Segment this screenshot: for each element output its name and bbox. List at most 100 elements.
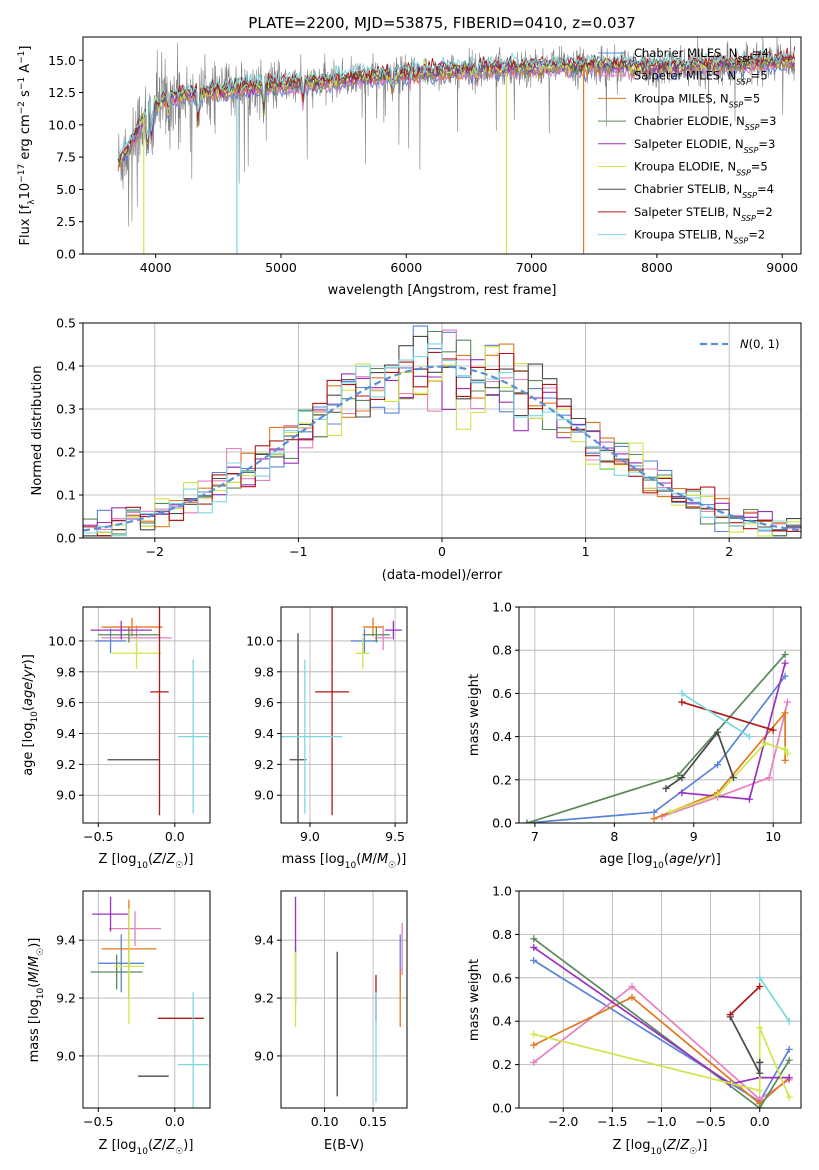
axes-frame xyxy=(518,606,802,824)
plot-area xyxy=(90,896,209,1108)
y-tick-label: 9.2 xyxy=(56,991,76,1006)
axes-frame xyxy=(82,890,211,1109)
x-axis-label: Z [log10(Z/Z☉)] xyxy=(99,1138,194,1157)
weight-series-line xyxy=(526,653,786,823)
y-tick-label: 0.8 xyxy=(492,927,512,942)
axes-spectrum: 4000 5000 6000 7000 8000 9000 0.0 2.5 5.0 7.5 10.0… xyxy=(17,14,802,298)
y-tick-label: 0.2 xyxy=(492,772,512,787)
axes-residuals: −2 −1 0 1 2 0.0 0.1 0.2 0.3 0.4 0.5 N(0, 1) (data-mo… xyxy=(30,316,802,583)
y-tick-label: 9.0 xyxy=(56,788,76,803)
weight-point xyxy=(765,774,773,782)
x-tick-label: 9.0 xyxy=(300,829,320,844)
weight-point xyxy=(714,791,722,799)
legend: Chabrier MILES, NSSP=4 Salpeter MILES, NS… xyxy=(598,46,776,245)
weight-series-line xyxy=(729,985,761,1016)
y-tick-label: 0.2 xyxy=(492,1057,512,1072)
y-tick-label: 0.6 xyxy=(492,970,512,985)
weight-point xyxy=(530,935,538,943)
weight-series-line xyxy=(681,692,750,738)
x-tick-label: −2 xyxy=(146,544,164,559)
y-tick-label: 1.0 xyxy=(492,884,512,899)
weight-series-line xyxy=(533,996,790,1105)
axes-frame xyxy=(82,36,802,255)
axes-age-vs-Z: −0.5 0.0 9.0 9.2 9.4 9.6 9.8 10.0 Z [log10(Z/Z☉)… xyxy=(21,606,211,871)
histogram-series xyxy=(83,343,801,538)
y-tick-label: 0.3 xyxy=(56,402,76,417)
x-axis-label: Z [log10(Z/Z☉)] xyxy=(99,852,194,871)
plot-area xyxy=(90,607,209,816)
weight-point xyxy=(530,943,538,951)
weight-point xyxy=(785,1093,793,1101)
x-tick-label: 9.5 xyxy=(385,829,405,844)
x-tick-label: 7000 xyxy=(516,260,548,275)
weight-series-line xyxy=(681,701,774,731)
axes-frame xyxy=(82,606,211,824)
weight-point xyxy=(756,1104,764,1108)
spectrum-model-line xyxy=(117,47,796,159)
weight-point xyxy=(726,1011,734,1019)
legend-entry: Salpeter ELODIE, NSSP=3 xyxy=(634,137,775,155)
x-tick-label: −0.5 xyxy=(83,829,113,844)
axes-frame xyxy=(280,890,408,1109)
y-tick-label: 9.0 xyxy=(56,1048,76,1063)
x-axis-label: wavelength [Angstrom, rest frame] xyxy=(328,283,557,298)
legend-entry: Kroupa STELIB, NSSP=2 xyxy=(634,228,765,246)
y-tick-label: 9.2 xyxy=(254,757,274,772)
weight-point xyxy=(756,1024,764,1032)
legend-entry: Chabrier MILES, NSSP=4 xyxy=(634,46,769,64)
weight-point xyxy=(756,974,764,982)
y-tick-label: 9.0 xyxy=(254,788,274,803)
weight-point xyxy=(781,672,789,680)
weight-point xyxy=(745,733,753,741)
legend-entry: Kroupa MILES, NSSP=5 xyxy=(634,91,760,109)
weight-point xyxy=(781,709,789,717)
weight-point xyxy=(756,1069,764,1077)
y-axis-label: mass [log10(M/M☉)] xyxy=(27,938,46,1063)
y-tick-label: 9.4 xyxy=(56,933,76,948)
y-tick-label: 0.0 xyxy=(56,531,76,546)
weight-point xyxy=(781,659,789,667)
weight-point xyxy=(714,761,722,769)
chart-title: PLATE=2200, MJD=53875, FIBERID=0410, z=0… xyxy=(248,14,635,32)
spectrum-model-line xyxy=(117,50,796,164)
y-tick-label: 0.1 xyxy=(56,488,76,503)
x-tick-label: 4000 xyxy=(140,260,172,275)
y-tick-label: 10.0 xyxy=(48,633,76,648)
y-tick-label: 10.0 xyxy=(246,633,274,648)
y-tick-label: 9.4 xyxy=(56,726,76,741)
weight-point xyxy=(530,1030,538,1038)
normal-curve xyxy=(83,365,801,532)
x-tick-label: −0.5 xyxy=(695,1114,725,1129)
x-axis-label: Z [log10(Z/Z☉)] xyxy=(613,1138,708,1157)
legend-entry: Kroupa ELODIE, NSSP=5 xyxy=(634,160,768,178)
y-tick-label: 5.0 xyxy=(56,182,76,197)
y-tick-label: 9.2 xyxy=(254,991,274,1006)
plot-area xyxy=(117,37,796,254)
weight-point xyxy=(714,728,722,736)
weight-point xyxy=(530,956,538,964)
weight-point xyxy=(666,808,674,816)
x-tick-label: 2 xyxy=(725,544,733,559)
weight-series-line xyxy=(533,946,790,1086)
weight-point xyxy=(650,808,658,816)
x-tick-label: −2.0 xyxy=(548,1114,578,1129)
legend-entry: N(0, 1) xyxy=(740,337,780,351)
x-tick-label: 1 xyxy=(582,544,590,559)
y-axis-label: Normed distribution xyxy=(30,366,45,496)
axes-weight-vs-age: 7 8 9 10 0.0 0.2 0.4 0.6 0.8 1.0 age [log10(age/yr… xyxy=(467,600,802,871)
y-tick-label: 7.5 xyxy=(56,150,76,165)
weight-series-line xyxy=(758,977,790,1022)
y-tick-label: 9.8 xyxy=(56,664,76,679)
axes-mass-vs-Z: −0.5 0.0 9.0 9.2 9.4 Z [log10(Z/Z☉)] mass [log… xyxy=(27,890,211,1157)
plot-area xyxy=(294,896,403,1103)
y-axis-label: Flux [fλ10−17 erg cm−2 s−1 A−1] xyxy=(17,46,37,246)
weight-point xyxy=(781,746,789,754)
x-tick-label: −1.5 xyxy=(597,1114,627,1129)
weight-point xyxy=(678,789,686,797)
y-axis-label: mass weight xyxy=(467,674,482,756)
x-axis-label: (data-model)/error xyxy=(382,568,503,583)
y-tick-label: 9.2 xyxy=(56,757,76,772)
weight-point xyxy=(785,1017,793,1025)
weight-point xyxy=(756,1058,764,1066)
